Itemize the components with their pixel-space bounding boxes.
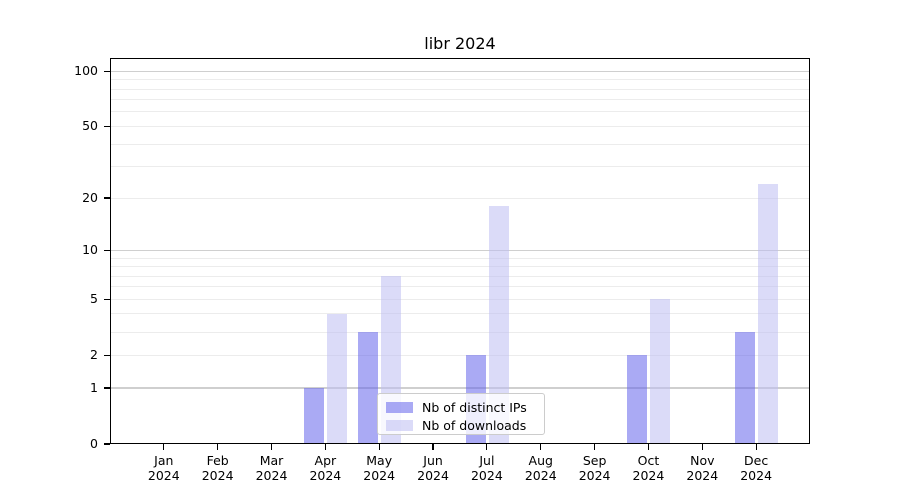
legend-swatch-ips (386, 401, 413, 413)
gridline-minor (110, 257, 810, 259)
x-tick-mark (378, 444, 380, 450)
x-tick-mark (647, 444, 650, 450)
y-tick-label: 0 (90, 436, 98, 451)
x-tick-label: Jan 2024 (147, 453, 180, 483)
y-tick-label: 100 (74, 63, 98, 79)
y-tick-label: 20 (82, 190, 98, 206)
x-tick-mark (486, 444, 488, 450)
gridline-minor (110, 286, 810, 288)
x-tick-label: Feb 2024 (201, 453, 234, 483)
x-tick-label: Mar 2024 (255, 453, 288, 483)
y-tick-mark (104, 125, 110, 127)
x-tick-mark (540, 444, 542, 450)
y-tick-label: 10 (82, 242, 98, 258)
y-tick-mark (104, 249, 110, 251)
gridline-minor (110, 298, 810, 300)
gridline-minor (110, 266, 810, 267)
bar-ips-may (358, 332, 379, 444)
gridline-minor (110, 79, 810, 81)
x-tick-mark (270, 444, 273, 450)
x-tick-label: Jun 2024 (417, 453, 449, 483)
y-tick-mark (104, 298, 110, 300)
bar-downloads-dec (758, 183, 779, 444)
y-tick-label: 2 (90, 347, 98, 363)
x-tick-label: Jul 2024 (470, 453, 503, 483)
gridline-minor (110, 197, 810, 199)
x-tick-label: May 2024 (363, 453, 396, 483)
gridline-minor (110, 166, 810, 168)
x-tick-label: Apr 2024 (309, 453, 342, 483)
gridline-minor (110, 354, 810, 356)
x-tick-mark (432, 444, 434, 450)
x-tick-mark (755, 444, 757, 450)
legend-item: Nb of distinct IPs (386, 399, 544, 415)
bar-ips-apr (304, 388, 325, 444)
legend-swatch-downloads (386, 419, 413, 431)
legend: Nb of distinct IPs Nb of downloads (377, 393, 545, 435)
gridline-minor (110, 275, 810, 277)
gridline-major (110, 387, 810, 389)
gridline-minor (110, 111, 810, 113)
x-tick-label: Nov 2024 (686, 453, 719, 483)
x-tick-mark (594, 444, 596, 450)
bar-downloads-oct (650, 299, 671, 444)
gridline-minor (110, 88, 810, 90)
y-tick-mark (104, 197, 110, 199)
x-tick-label: Sep 2024 (578, 453, 611, 483)
x-tick-label: Aug 2024 (524, 453, 557, 483)
bar-downloads-jul (488, 206, 509, 444)
bar-downloads-apr (327, 313, 348, 444)
legend-label-downloads: Nb of downloads (422, 417, 527, 433)
x-tick-mark (217, 444, 219, 450)
gridline-minor (110, 125, 810, 127)
chart-title: libr 2024 (424, 34, 496, 53)
y-tick-mark (104, 354, 110, 356)
x-tick-label: Dec 2024 (740, 453, 773, 483)
x-tick-label: Oct 2024 (632, 453, 665, 483)
x-tick-mark (163, 444, 165, 450)
gridline-minor (110, 313, 810, 315)
y-tick-mark (104, 443, 110, 445)
gridline-minor (110, 331, 810, 333)
y-tick-mark (104, 70, 110, 72)
legend-label-ips: Nb of distinct IPs (422, 399, 527, 415)
y-tick-label: 50 (82, 118, 98, 134)
bar-ips-dec (735, 332, 756, 444)
legend-item: Nb of downloads (386, 417, 544, 433)
plot-area: Nb of distinct IPs Nb of downloads (110, 58, 810, 444)
gridline-major (110, 249, 810, 251)
gridline-major (110, 70, 810, 72)
y-tick-label: 1 (90, 380, 98, 395)
bar-ips-oct (627, 355, 648, 444)
y-tick-mark (104, 387, 110, 389)
gridline-minor (110, 143, 810, 145)
x-tick-mark (324, 444, 326, 450)
gridline-minor (110, 99, 810, 101)
y-tick-label: 5 (90, 291, 98, 307)
x-tick-mark (701, 444, 703, 450)
